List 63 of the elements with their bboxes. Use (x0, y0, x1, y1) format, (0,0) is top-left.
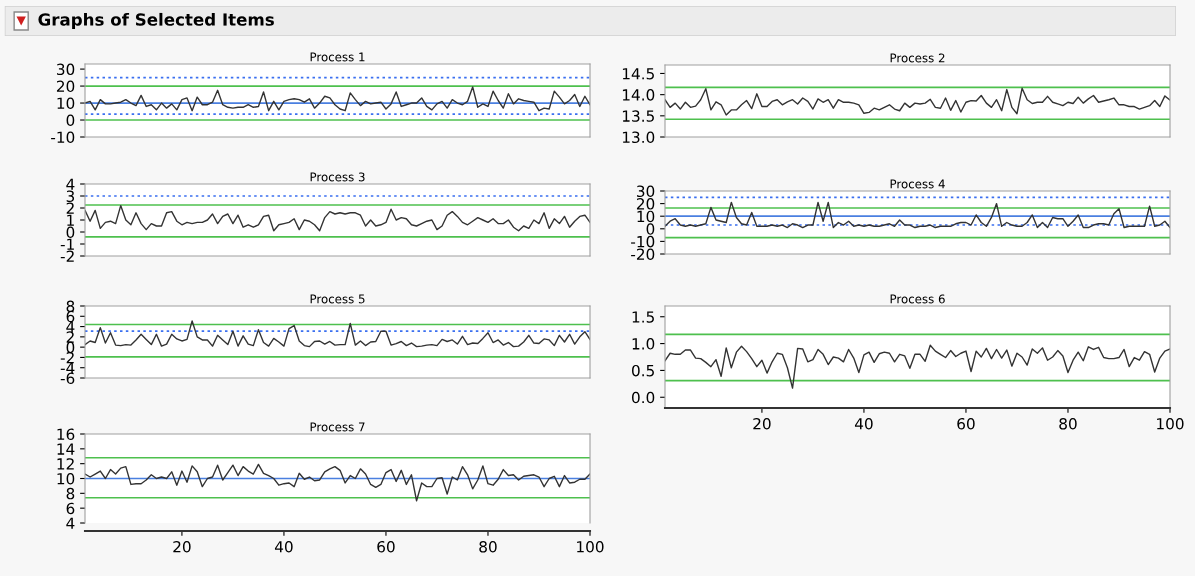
line-series (85, 204, 590, 232)
x-tick-label: 40 (274, 540, 293, 553)
y-tick-label: -1 (60, 238, 74, 250)
x-tick-label: 80 (1059, 417, 1077, 430)
y-tick-label: 16 (57, 428, 75, 441)
x-tick-label: 20 (753, 417, 771, 430)
y-tick-label: 2 (66, 331, 74, 343)
y-tick-label: 20 (636, 198, 655, 210)
line-series (665, 87, 1170, 116)
y-tick-label: 0.5 (631, 364, 654, 377)
y-tick-label: -10 (631, 235, 655, 248)
x-tick-label: 100 (577, 540, 604, 553)
line-series (665, 344, 1170, 389)
x-tick-label: 60 (957, 417, 975, 430)
x-tick-label: 40 (854, 417, 873, 430)
y-tick-label: 30 (57, 63, 75, 76)
y-tick-label: 13.5 (622, 110, 654, 122)
y-tick-label: 1.0 (632, 338, 655, 350)
y-tick-label: -4 (60, 362, 75, 374)
y-tick-label: 1.5 (632, 311, 654, 323)
y-tick-label: 0 (66, 114, 75, 127)
y-tick-label: 14.0 (622, 89, 655, 101)
y-tick-label: -10 (51, 131, 75, 144)
x-tick-label: 20 (173, 540, 191, 553)
y-tick-label: 0.0 (631, 391, 655, 404)
y-tick-label: -20 (631, 248, 655, 261)
y-tick-label: 20 (56, 80, 75, 93)
x-tick-label: 60 (377, 540, 395, 553)
y-tick-label: 14 (57, 443, 75, 455)
chart-title: Process 4 (890, 179, 945, 189)
y-tick-label: 14.5 (622, 68, 654, 80)
chart-title: Process 6 (890, 294, 945, 304)
chart-title: Process 7 (310, 422, 365, 432)
y-tick-label: 0 (646, 223, 655, 235)
chart-title: Process 5 (310, 294, 365, 304)
line-series (85, 320, 590, 348)
line-series (665, 201, 1170, 229)
y-tick-label: 2 (66, 202, 74, 214)
y-tick-label: -6 (60, 372, 75, 385)
line-series (85, 86, 590, 112)
y-tick-label: 10 (637, 210, 655, 223)
x-tick-label: 80 (479, 540, 497, 553)
text: Graphs of Selected Items (38, 12, 274, 30)
y-tick-label: 8 (66, 487, 75, 500)
y-tick-label: 0 (66, 226, 75, 239)
y-tick-label: 4 (66, 321, 75, 333)
x-tick-label: 100 (1157, 417, 1184, 430)
line-series (85, 463, 590, 502)
chart-title: Process 2 (890, 53, 945, 63)
y-tick-label: -2 (60, 250, 74, 262)
chart-title: Process 1 (310, 52, 365, 62)
y-tick-label: 6 (66, 502, 75, 515)
y-tick-label: 10 (57, 472, 75, 485)
y-tick-label: 12 (57, 458, 74, 470)
y-tick-label: 4 (66, 178, 75, 190)
y-tick-label: 13.0 (622, 131, 655, 144)
y-tick-label: 30 (637, 185, 655, 198)
y-tick-label: -2 (60, 351, 74, 364)
y-tick-label: 1 (67, 214, 74, 226)
y-tick-label: 10 (57, 97, 75, 110)
y-tick-label: 4 (66, 517, 75, 529)
y-tick-label: 3 (66, 190, 75, 203)
chart-title: Process 3 (310, 172, 365, 182)
